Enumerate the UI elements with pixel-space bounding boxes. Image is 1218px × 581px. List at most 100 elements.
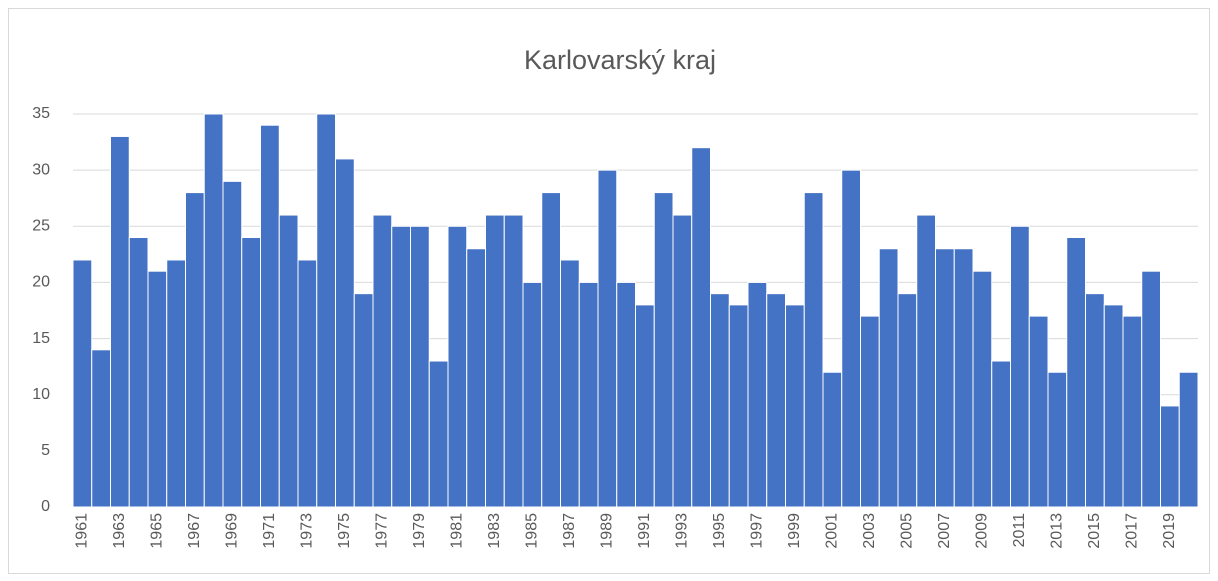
bar <box>241 237 261 508</box>
x-tick-label: 2011 <box>1011 513 1028 548</box>
x-tick-label: 1981 <box>449 513 466 549</box>
bar <box>128 237 149 508</box>
y-tick-label: 15 <box>32 330 50 347</box>
x-tick-label: 1961 <box>74 513 91 549</box>
x-tick-label: 1977 <box>374 513 391 549</box>
bar <box>672 214 693 508</box>
x-tick-label: 2009 <box>974 513 991 549</box>
bar <box>1141 270 1161 508</box>
bar <box>410 225 430 508</box>
bar <box>316 113 336 508</box>
x-tick-label: 2013 <box>1049 513 1066 549</box>
y-tick-label: 35 <box>32 105 50 122</box>
x-tick-label: 1983 <box>486 513 503 549</box>
bar <box>110 135 130 508</box>
bar <box>91 349 111 508</box>
bar <box>953 248 974 508</box>
x-tick-label: 1969 <box>224 513 241 549</box>
x-tick-label: 1989 <box>599 513 616 549</box>
bar <box>728 304 749 508</box>
bar <box>653 192 674 508</box>
bar <box>72 259 93 508</box>
x-tick-label: 1985 <box>524 513 541 549</box>
bar <box>447 225 468 508</box>
bar <box>541 192 561 508</box>
x-tick-label: 1971 <box>261 513 278 549</box>
bar <box>616 281 636 508</box>
x-tick-label: 1975 <box>336 513 353 549</box>
bar <box>372 214 393 508</box>
bar <box>972 270 993 508</box>
bar <box>710 293 730 508</box>
y-tick-label: 25 <box>32 218 50 235</box>
bar <box>1066 237 1086 508</box>
bar <box>503 214 524 508</box>
bar <box>522 281 543 508</box>
bar <box>1178 371 1199 508</box>
x-tick-label: 2019 <box>1161 513 1178 549</box>
bar <box>803 192 824 508</box>
bar <box>147 270 168 508</box>
bar <box>1028 315 1049 508</box>
x-tick-label: 1999 <box>786 513 803 549</box>
y-tick-label: 5 <box>41 442 50 459</box>
bar <box>1085 293 1105 508</box>
bar <box>635 304 655 508</box>
x-tick-label: 2017 <box>1124 513 1141 549</box>
bar <box>766 293 786 508</box>
bar <box>991 360 1011 508</box>
x-tick-label: 1967 <box>186 513 203 549</box>
bar <box>1122 315 1143 508</box>
bar <box>203 113 224 508</box>
x-tick-label: 1995 <box>711 513 728 549</box>
bar <box>860 315 880 508</box>
y-tick-label: 20 <box>32 274 50 291</box>
bar <box>916 214 936 508</box>
x-tick-label: 1963 <box>111 513 128 549</box>
bar <box>560 259 580 508</box>
bar <box>935 248 955 508</box>
bar <box>260 124 280 508</box>
bar <box>597 169 618 508</box>
bar <box>691 147 711 508</box>
bar <box>747 281 768 508</box>
bar <box>1160 405 1180 508</box>
x-tick-label: 1993 <box>674 513 691 549</box>
bar <box>1047 371 1068 508</box>
x-tick-label: 2007 <box>936 513 953 549</box>
bar <box>1103 304 1124 508</box>
x-tick-label: 1991 <box>636 513 653 549</box>
x-tick-label: 2005 <box>899 513 916 549</box>
bar <box>822 371 843 508</box>
x-tick-label: 1987 <box>561 513 578 549</box>
bar <box>278 214 299 508</box>
bar <box>466 248 486 508</box>
bar <box>578 281 599 508</box>
x-tick-label: 1973 <box>299 513 316 549</box>
x-tick-label: 1997 <box>749 513 766 549</box>
bar <box>222 180 243 508</box>
bar <box>785 304 805 508</box>
bar <box>1010 225 1030 508</box>
bar <box>485 214 505 508</box>
bar <box>391 225 411 508</box>
bar <box>897 293 918 508</box>
x-tick-label: 1965 <box>149 513 166 549</box>
x-tick-label: 2015 <box>1086 513 1103 549</box>
y-tick-label: 0 <box>41 498 50 515</box>
bar <box>841 169 861 508</box>
x-tick-label: 2001 <box>824 513 841 549</box>
bar <box>185 192 205 508</box>
bar <box>353 293 374 508</box>
x-tick-label: 2003 <box>861 513 878 549</box>
bar <box>335 158 355 508</box>
x-tick-label: 1979 <box>411 513 428 549</box>
y-tick-label: 30 <box>32 161 50 178</box>
bar <box>166 259 186 508</box>
y-tick-label: 10 <box>32 386 50 403</box>
bar <box>297 259 318 508</box>
chart-title: Karlovarský kraj <box>524 45 716 75</box>
bar <box>878 248 899 508</box>
bar <box>428 360 449 508</box>
